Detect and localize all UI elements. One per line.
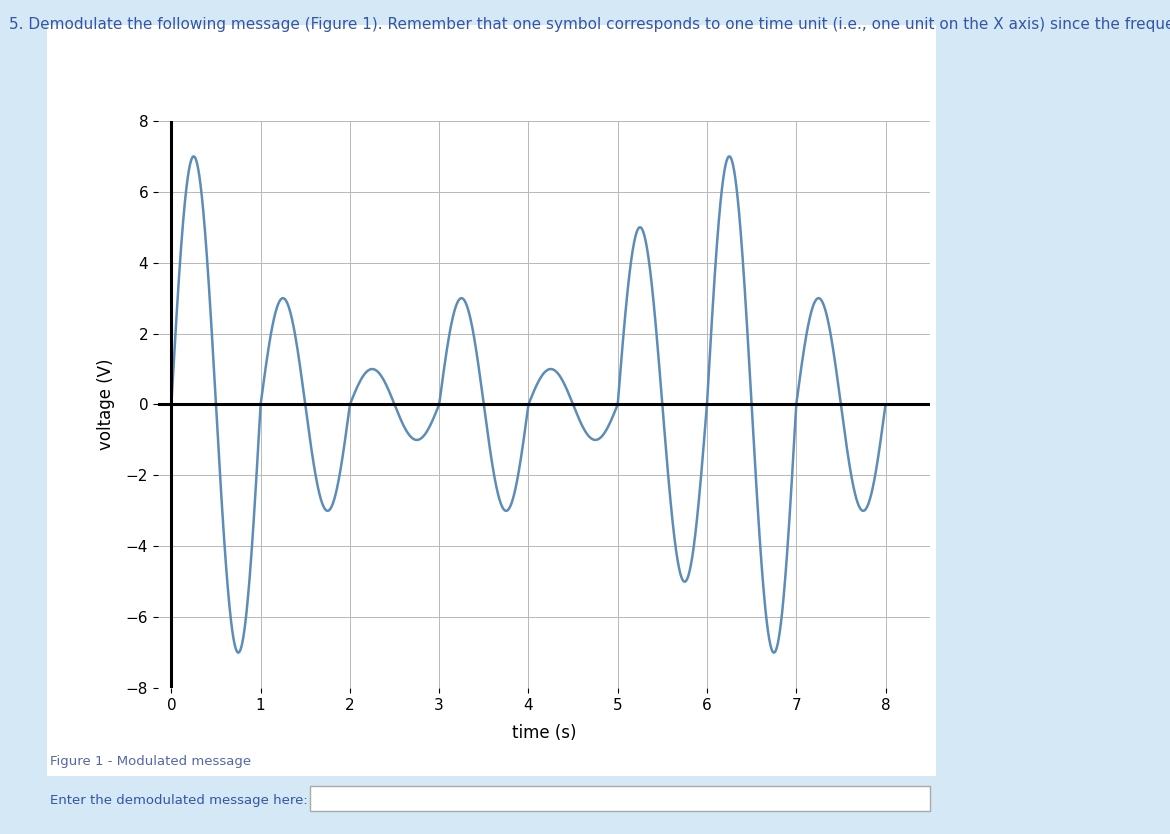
X-axis label: time (s): time (s)	[511, 724, 577, 742]
Text: 5. Demodulate the following message (Figure 1). Remember that one symbol corresp: 5. Demodulate the following message (Fig…	[9, 17, 1170, 32]
Text: Figure 1 - Modulated message: Figure 1 - Modulated message	[50, 755, 252, 768]
Y-axis label: voltage (V): voltage (V)	[97, 359, 115, 450]
Text: Enter the demodulated message here:: Enter the demodulated message here:	[50, 794, 308, 807]
